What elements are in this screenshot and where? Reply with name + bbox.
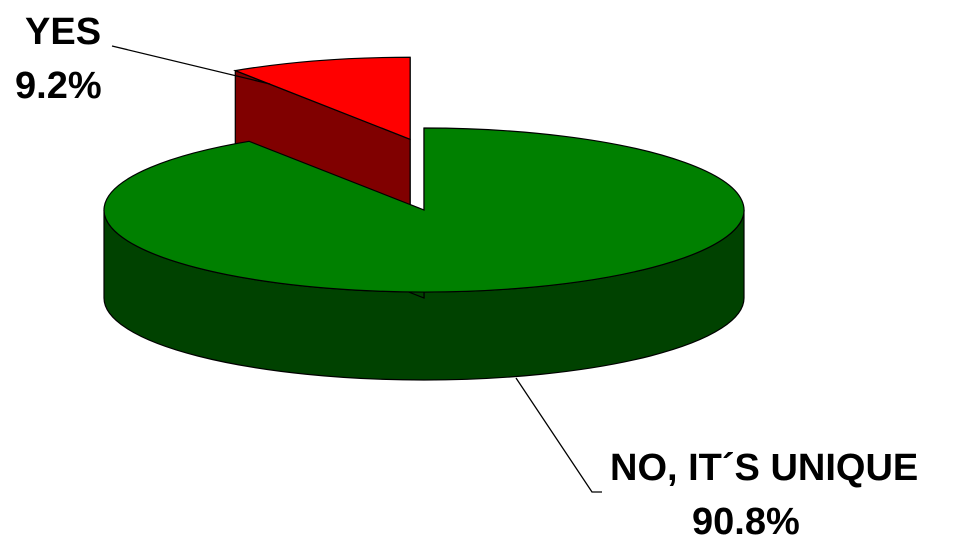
pie-slice-yes [233,56,411,141]
slice-value-no: 90.8% [692,501,800,539]
slice-value-yes: 9.2% [15,65,102,107]
leader-line-no [515,377,602,493]
pie-slice-no-it-s-unique [103,127,745,293]
slice-label-yes: YES [25,11,101,53]
pie-top-layer [103,56,745,293]
leader-line-yes [111,45,271,85]
slice-label-no: NO, IT´S UNIQUE [610,447,918,489]
